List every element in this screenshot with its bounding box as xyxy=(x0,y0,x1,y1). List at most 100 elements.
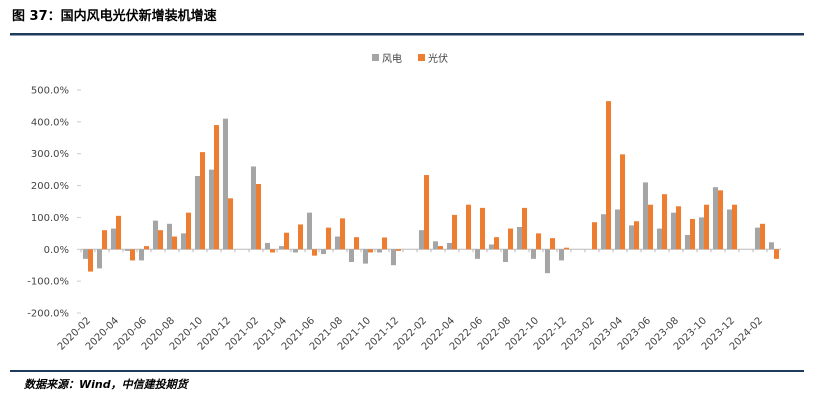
bar xyxy=(124,249,130,251)
bar xyxy=(620,154,626,250)
bar xyxy=(516,226,522,250)
bar xyxy=(264,242,270,250)
bar xyxy=(732,204,738,250)
bar xyxy=(110,228,116,250)
bar xyxy=(494,237,500,250)
bar xyxy=(172,236,178,250)
bar xyxy=(466,204,472,250)
bar xyxy=(194,176,200,250)
bar xyxy=(634,221,640,250)
bar xyxy=(320,249,326,255)
bar xyxy=(306,212,312,250)
bar xyxy=(606,101,612,250)
y-tick-label: 400.0% xyxy=(31,117,69,128)
bar xyxy=(368,249,374,253)
bar xyxy=(754,227,760,250)
bar xyxy=(642,182,648,250)
bar xyxy=(704,204,710,250)
bar xyxy=(600,214,606,250)
bar xyxy=(522,207,528,250)
bar xyxy=(152,220,158,250)
bar xyxy=(670,212,676,250)
bar xyxy=(376,249,382,253)
y-tick-label: 0.0% xyxy=(44,245,69,256)
bar xyxy=(130,249,136,261)
bar xyxy=(718,190,724,250)
bar xyxy=(628,225,634,250)
bar xyxy=(418,230,424,250)
bar xyxy=(96,249,102,269)
legend-swatch xyxy=(418,54,425,61)
bar xyxy=(614,209,620,250)
bar xyxy=(558,249,564,261)
bar xyxy=(452,214,458,250)
bar xyxy=(544,249,550,274)
bar xyxy=(396,249,402,251)
bar xyxy=(270,249,276,253)
bar xyxy=(592,222,598,250)
bar xyxy=(662,194,668,250)
bar xyxy=(438,246,444,250)
bar xyxy=(684,234,690,250)
bar xyxy=(298,224,304,250)
y-tick-label: 500.0% xyxy=(31,86,69,97)
legend-label: 风电 xyxy=(382,52,402,65)
bar xyxy=(284,232,290,250)
bar xyxy=(690,219,696,250)
bar xyxy=(116,215,122,250)
bar xyxy=(656,228,662,250)
bar xyxy=(564,247,570,250)
chart-title: 图 37：国内风电光伏新增装机增速 xyxy=(12,8,217,24)
bar xyxy=(774,249,780,259)
bar xyxy=(292,249,298,253)
bar xyxy=(208,169,214,250)
bar xyxy=(180,233,186,250)
bar xyxy=(312,249,318,256)
bar xyxy=(530,249,536,259)
bar xyxy=(446,242,452,250)
bar xyxy=(424,175,430,250)
bar xyxy=(508,228,514,250)
bar xyxy=(488,244,494,250)
bar xyxy=(278,246,284,250)
bar xyxy=(222,118,228,250)
bar xyxy=(362,249,368,264)
bar xyxy=(82,249,88,259)
bar xyxy=(502,249,508,263)
bar xyxy=(698,217,704,250)
bar xyxy=(760,223,766,250)
legend-label: 光伏 xyxy=(428,52,448,65)
bar xyxy=(432,241,438,250)
bar xyxy=(102,230,108,250)
bar xyxy=(474,249,480,259)
bar xyxy=(256,183,262,250)
footer-rule xyxy=(10,370,804,372)
bar xyxy=(158,230,164,250)
bar xyxy=(326,227,332,250)
bar xyxy=(390,249,396,266)
source: 数据来源：Wind，中信建投期货 xyxy=(24,378,190,391)
y-tick-label: 300.0% xyxy=(31,149,69,160)
bar xyxy=(144,246,150,250)
y-tick-label: -100.0% xyxy=(27,277,69,288)
header-rule xyxy=(10,33,804,36)
bar xyxy=(550,238,556,250)
y-tick-label: -200.0% xyxy=(27,309,69,320)
bar xyxy=(768,242,774,250)
y-tick-label: 100.0% xyxy=(31,213,69,224)
bar xyxy=(382,237,388,250)
y-tick-label: 200.0% xyxy=(31,181,69,192)
bar xyxy=(536,233,542,250)
bar xyxy=(726,209,732,250)
bar xyxy=(88,249,94,272)
bar xyxy=(250,166,256,250)
bar xyxy=(676,206,682,250)
legend-swatch xyxy=(372,54,379,61)
bar xyxy=(186,212,192,250)
bar xyxy=(334,236,340,250)
bar xyxy=(348,249,354,263)
bar xyxy=(200,152,206,250)
bar xyxy=(228,198,234,250)
bar xyxy=(138,249,144,261)
